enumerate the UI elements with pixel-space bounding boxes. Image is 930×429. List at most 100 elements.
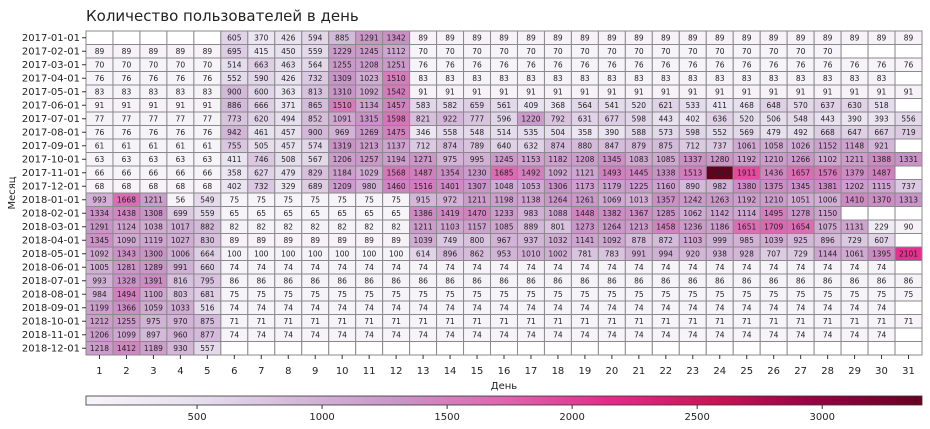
cell-label: 590 [254, 74, 269, 83]
cell-label: 1092 [602, 236, 621, 245]
cell-label: 1445 [629, 168, 648, 177]
cell-label: 75 [283, 290, 293, 299]
cell-label: 1542 [387, 87, 406, 96]
cell-label: 548 [793, 114, 808, 123]
empty-cell [840, 206, 869, 221]
cell-label: 76 [553, 60, 563, 69]
cell-label: 426 [281, 74, 296, 83]
cell-label: 74 [499, 263, 509, 272]
cell-label: 74 [688, 330, 698, 339]
cell-label: 86 [472, 276, 482, 285]
cell-label: 564 [578, 101, 593, 110]
cell-label: 71 [634, 317, 644, 326]
cell-label: 74 [337, 263, 347, 272]
cell-label: 86 [283, 276, 293, 285]
cell-label: 86 [526, 276, 536, 285]
cell-label: 83 [95, 87, 105, 96]
empty-cell [166, 30, 195, 45]
cell-label: 76 [95, 128, 105, 137]
cell-label: 74 [580, 303, 590, 312]
cell-label: 74 [310, 303, 320, 312]
cell-label: 74 [337, 330, 347, 339]
y-tick-label: 2017-10-01 [22, 154, 80, 165]
cell-label: 632 [524, 141, 539, 150]
cell-label: 561 [497, 101, 512, 110]
cell-label: 1153 [521, 155, 540, 164]
cell-label: 1152 [818, 141, 837, 150]
cell-label: 91 [607, 87, 617, 96]
cell-label: 100 [281, 249, 296, 258]
cell-label: 1102 [818, 155, 837, 164]
cell-label: 1157 [467, 222, 486, 231]
cell-label: 2101 [899, 249, 918, 258]
cell-label: 83 [607, 74, 617, 83]
cell-label: 68 [95, 182, 105, 191]
cell-label: 1017 [171, 222, 190, 231]
cell-label: 915 [416, 195, 431, 204]
cell-label: 89 [877, 33, 887, 42]
cell-label: 71 [823, 317, 833, 326]
cell-label: 666 [254, 101, 269, 110]
cell-label: 847 [605, 141, 620, 150]
x-tick-label: 1 [96, 366, 102, 377]
cell-label: 100 [335, 249, 350, 258]
cell-label: 755 [227, 141, 242, 150]
cell-label: 789 [470, 141, 485, 150]
cell-label: 346 [416, 128, 431, 137]
cell-label: 74 [850, 330, 860, 339]
cell-label: 86 [230, 276, 240, 285]
cell-label: 229 [874, 222, 889, 231]
cell-label: 77 [203, 114, 213, 123]
cell-label: 1388 [872, 155, 891, 164]
cell-label: 897 [146, 330, 161, 339]
cell-label: 83 [176, 87, 186, 96]
cell-label: 479 [767, 128, 782, 137]
cell-label: 74 [715, 263, 725, 272]
cell-label: 494 [281, 114, 296, 123]
cell-label: 1213 [360, 141, 379, 150]
y-tick-label: 2017-07-01 [22, 114, 80, 125]
empty-cell [894, 206, 923, 221]
cell-label: 746 [254, 155, 269, 164]
cell-label: 358 [227, 168, 242, 177]
cell-label: 76 [499, 60, 509, 69]
cell-label: 1038 [144, 222, 163, 231]
cell-label: 1401 [441, 182, 460, 191]
cell-label: 695 [227, 47, 242, 56]
empty-cell [894, 165, 923, 180]
cell-label: 1391 [144, 276, 163, 285]
cell-label: 66 [95, 168, 105, 177]
cell-label: 75 [391, 290, 401, 299]
cell-label: 76 [796, 60, 806, 69]
cell-label: 729 [793, 249, 808, 258]
cell-label: 75 [634, 290, 644, 299]
cell-label: 1058 [764, 141, 783, 150]
y-tick-label: 2018-08-01 [22, 289, 80, 300]
cell-label: 76 [580, 60, 590, 69]
cell-label: 91 [769, 87, 779, 96]
cell-label: 86 [607, 276, 617, 285]
cell-label: 91 [688, 87, 698, 96]
cell-label: 71 [715, 317, 725, 326]
cell-label: 74 [850, 303, 860, 312]
cell-label: 1213 [629, 222, 648, 231]
cell-label: 707 [767, 249, 782, 258]
cell-label: 89 [230, 236, 240, 245]
cell-label: 74 [607, 330, 617, 339]
cell-label: 953 [497, 249, 512, 258]
cell-label: 1487 [872, 168, 891, 177]
cell-label: 74 [337, 303, 347, 312]
cell-label: 89 [203, 47, 213, 56]
cell-label: 1211 [467, 195, 486, 204]
cell-label: 450 [281, 47, 296, 56]
cell-label: 1083 [629, 155, 648, 164]
cell-label: 999 [713, 236, 728, 245]
cell-label: 70 [742, 47, 752, 56]
cell-label: 74 [310, 330, 320, 339]
empty-cell [85, 30, 114, 45]
cell-label: 1150 [818, 209, 837, 218]
cell-label: 363 [281, 87, 296, 96]
cell-label: 1173 [575, 182, 594, 191]
cell-label: 1357 [656, 195, 675, 204]
cell-label: 1264 [602, 222, 621, 231]
